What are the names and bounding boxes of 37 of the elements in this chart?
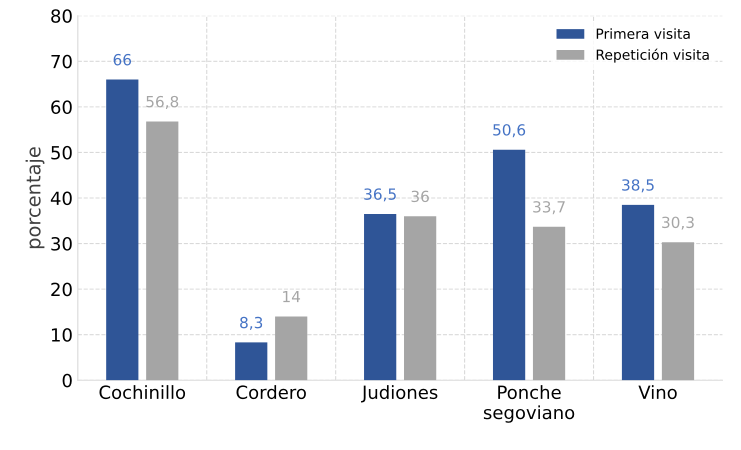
y-tick-label: 40 [50, 191, 72, 206]
y-tick-label: 10 [52, 328, 72, 342]
bar [275, 316, 308, 380]
x-tick-label: Cochinillo [99, 385, 186, 400]
data-label: 50,6 [493, 124, 526, 138]
y-tick-label: 20 [51, 282, 72, 296]
bar [662, 242, 694, 380]
data-label: 66 [114, 54, 132, 66]
y-tick-label: 0 [62, 374, 72, 388]
bar [235, 342, 268, 380]
legend-label: Repetición visita [596, 48, 709, 63]
legend-label: Primera visita [596, 28, 690, 39]
data-label: 30,3 [662, 216, 694, 230]
y-tick-label: 30 [51, 237, 72, 251]
data-label: 36,5 [364, 188, 396, 202]
y-tick-label: 50 [51, 146, 72, 160]
y-tick-label: 80 [51, 9, 72, 23]
data-label: 36 [412, 190, 429, 202]
data-label: 56,8 [146, 96, 178, 109]
data-label: 14 [283, 291, 300, 302]
bar [532, 226, 566, 380]
x-tick-label: Cordero [236, 385, 306, 400]
data-label: 33,7 [533, 201, 565, 214]
x-tick-label: Vino [638, 385, 677, 400]
x-tick-label: Ponche segoviano [484, 385, 574, 423]
data-label: 38,5 [622, 179, 654, 192]
data-label: 8,3 [240, 316, 262, 330]
bar [106, 80, 138, 380]
bar [364, 214, 396, 380]
bar [404, 216, 436, 380]
y-tick-label: 60 [51, 100, 72, 114]
bar [146, 121, 178, 380]
x-tick-label: Judiones [361, 385, 438, 402]
y-tick-label: 70 [51, 54, 72, 68]
bar [622, 204, 654, 380]
bar [492, 150, 526, 380]
y-axis-title: porcentaje [26, 147, 44, 248]
